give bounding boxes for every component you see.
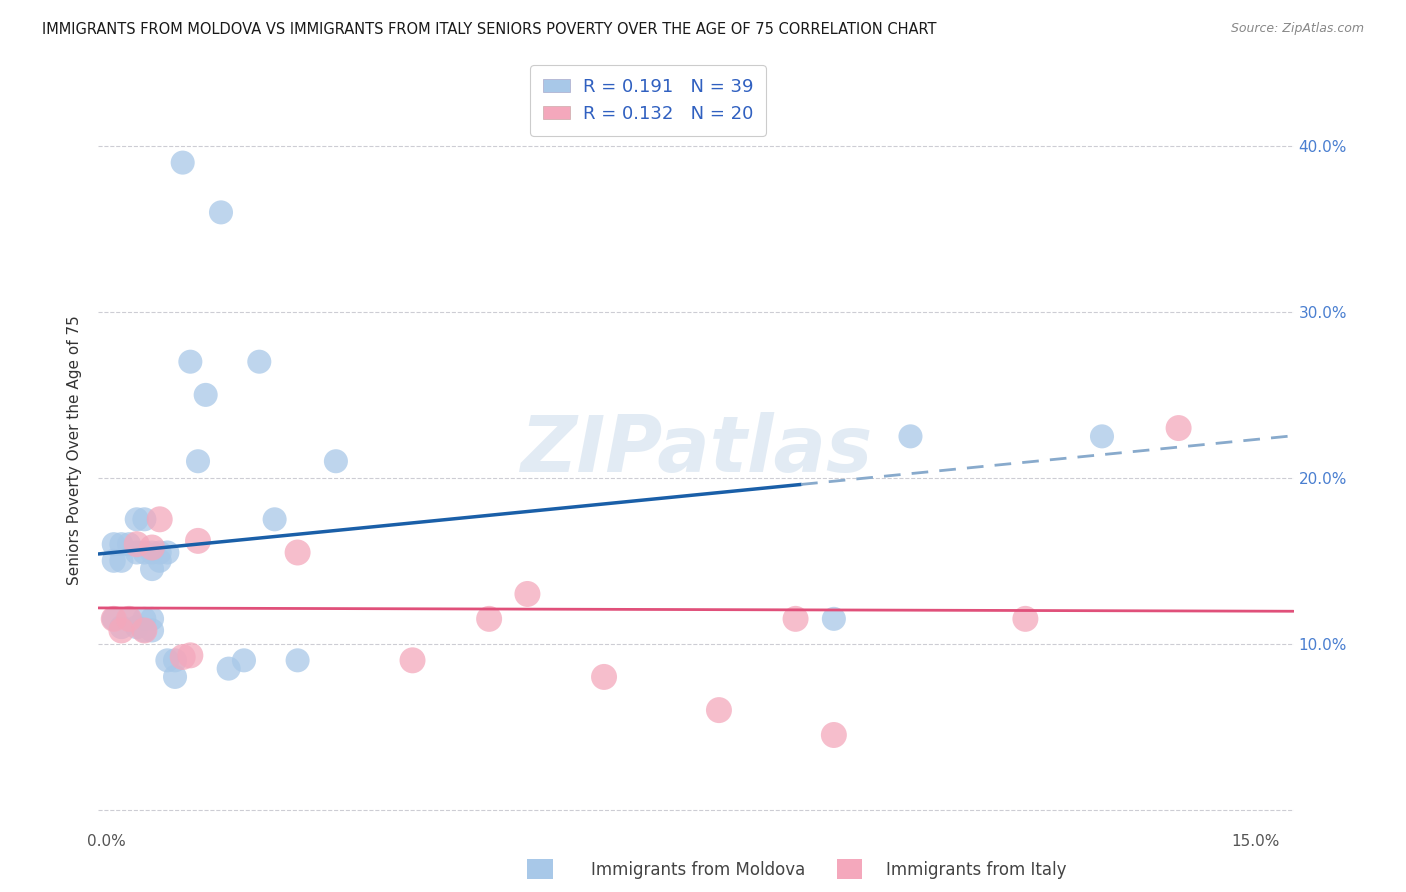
- Point: [187, 533, 209, 548]
- Point: [103, 612, 125, 626]
- Point: [141, 541, 163, 555]
- Point: [156, 545, 179, 559]
- Point: [118, 612, 141, 626]
- Point: [141, 545, 163, 559]
- Point: [163, 670, 186, 684]
- Point: [179, 648, 201, 663]
- Point: [172, 155, 194, 169]
- Point: [134, 612, 156, 626]
- Point: [478, 612, 501, 626]
- Point: [823, 612, 845, 626]
- Point: [118, 537, 141, 551]
- Point: [141, 612, 163, 626]
- Point: [134, 624, 156, 638]
- Point: [134, 545, 156, 559]
- Text: Immigrants from Moldova: Immigrants from Moldova: [591, 861, 804, 879]
- Point: [325, 454, 347, 468]
- Point: [149, 554, 172, 568]
- Text: Immigrants from Italy: Immigrants from Italy: [886, 861, 1066, 879]
- Point: [401, 653, 423, 667]
- Point: [247, 354, 270, 368]
- Point: [179, 354, 201, 368]
- Point: [218, 662, 240, 676]
- Point: [287, 545, 309, 559]
- Point: [233, 653, 256, 667]
- Point: [118, 612, 141, 626]
- Point: [1014, 612, 1036, 626]
- Point: [156, 653, 179, 667]
- Point: [141, 562, 163, 576]
- Point: [103, 554, 125, 568]
- Point: [110, 624, 132, 638]
- Point: [134, 624, 156, 638]
- Point: [263, 512, 285, 526]
- Point: [103, 612, 125, 626]
- Text: ZIPatlas: ZIPatlas: [520, 412, 872, 489]
- Text: Source: ZipAtlas.com: Source: ZipAtlas.com: [1230, 22, 1364, 36]
- Point: [103, 537, 125, 551]
- Point: [125, 545, 148, 559]
- Point: [593, 670, 616, 684]
- Point: [785, 612, 807, 626]
- Point: [707, 703, 730, 717]
- Point: [516, 587, 538, 601]
- Point: [194, 388, 217, 402]
- Point: [134, 512, 156, 526]
- Point: [823, 728, 845, 742]
- Point: [110, 537, 132, 551]
- Point: [209, 205, 232, 219]
- Point: [1091, 429, 1114, 443]
- Point: [110, 554, 132, 568]
- Point: [125, 537, 148, 551]
- Point: [287, 653, 309, 667]
- Point: [149, 545, 172, 559]
- Point: [187, 454, 209, 468]
- Point: [125, 620, 148, 634]
- Point: [163, 653, 186, 667]
- Point: [172, 650, 194, 665]
- Y-axis label: Seniors Poverty Over the Age of 75: Seniors Poverty Over the Age of 75: [67, 316, 83, 585]
- Point: [1167, 421, 1189, 435]
- Point: [149, 512, 172, 526]
- Legend: R = 0.191   N = 39, R = 0.132   N = 20: R = 0.191 N = 39, R = 0.132 N = 20: [530, 65, 766, 136]
- Point: [900, 429, 922, 443]
- Text: IMMIGRANTS FROM MOLDOVA VS IMMIGRANTS FROM ITALY SENIORS POVERTY OVER THE AGE OF: IMMIGRANTS FROM MOLDOVA VS IMMIGRANTS FR…: [42, 22, 936, 37]
- Point: [125, 512, 148, 526]
- Point: [141, 624, 163, 638]
- Point: [110, 620, 132, 634]
